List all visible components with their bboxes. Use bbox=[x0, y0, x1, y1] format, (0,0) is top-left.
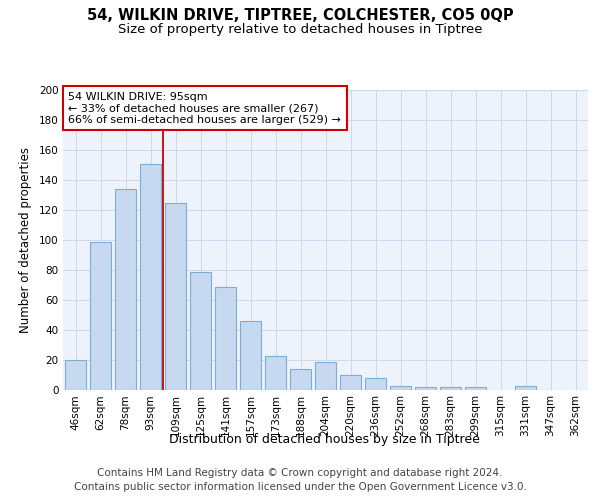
Text: Contains HM Land Registry data © Crown copyright and database right 2024.: Contains HM Land Registry data © Crown c… bbox=[97, 468, 503, 477]
Bar bbox=[340, 375, 361, 390]
Bar bbox=[440, 387, 461, 390]
Bar bbox=[315, 362, 336, 390]
Bar bbox=[215, 286, 236, 390]
Text: 54, WILKIN DRIVE, TIPTREE, COLCHESTER, CO5 0QP: 54, WILKIN DRIVE, TIPTREE, COLCHESTER, C… bbox=[86, 8, 514, 22]
Bar bbox=[65, 360, 86, 390]
Bar bbox=[365, 378, 386, 390]
Bar bbox=[240, 321, 261, 390]
Text: Contains public sector information licensed under the Open Government Licence v3: Contains public sector information licen… bbox=[74, 482, 526, 492]
Bar bbox=[290, 369, 311, 390]
Text: Size of property relative to detached houses in Tiptree: Size of property relative to detached ho… bbox=[118, 22, 482, 36]
Bar bbox=[390, 386, 411, 390]
Bar bbox=[265, 356, 286, 390]
Bar bbox=[90, 242, 111, 390]
Bar bbox=[190, 272, 211, 390]
Bar bbox=[140, 164, 161, 390]
Bar bbox=[465, 387, 486, 390]
Text: Distribution of detached houses by size in Tiptree: Distribution of detached houses by size … bbox=[169, 432, 479, 446]
Bar bbox=[115, 189, 136, 390]
Bar bbox=[515, 386, 536, 390]
Y-axis label: Number of detached properties: Number of detached properties bbox=[19, 147, 32, 333]
Bar bbox=[165, 202, 186, 390]
Bar bbox=[415, 387, 436, 390]
Text: 54 WILKIN DRIVE: 95sqm
← 33% of detached houses are smaller (267)
66% of semi-de: 54 WILKIN DRIVE: 95sqm ← 33% of detached… bbox=[68, 92, 341, 124]
